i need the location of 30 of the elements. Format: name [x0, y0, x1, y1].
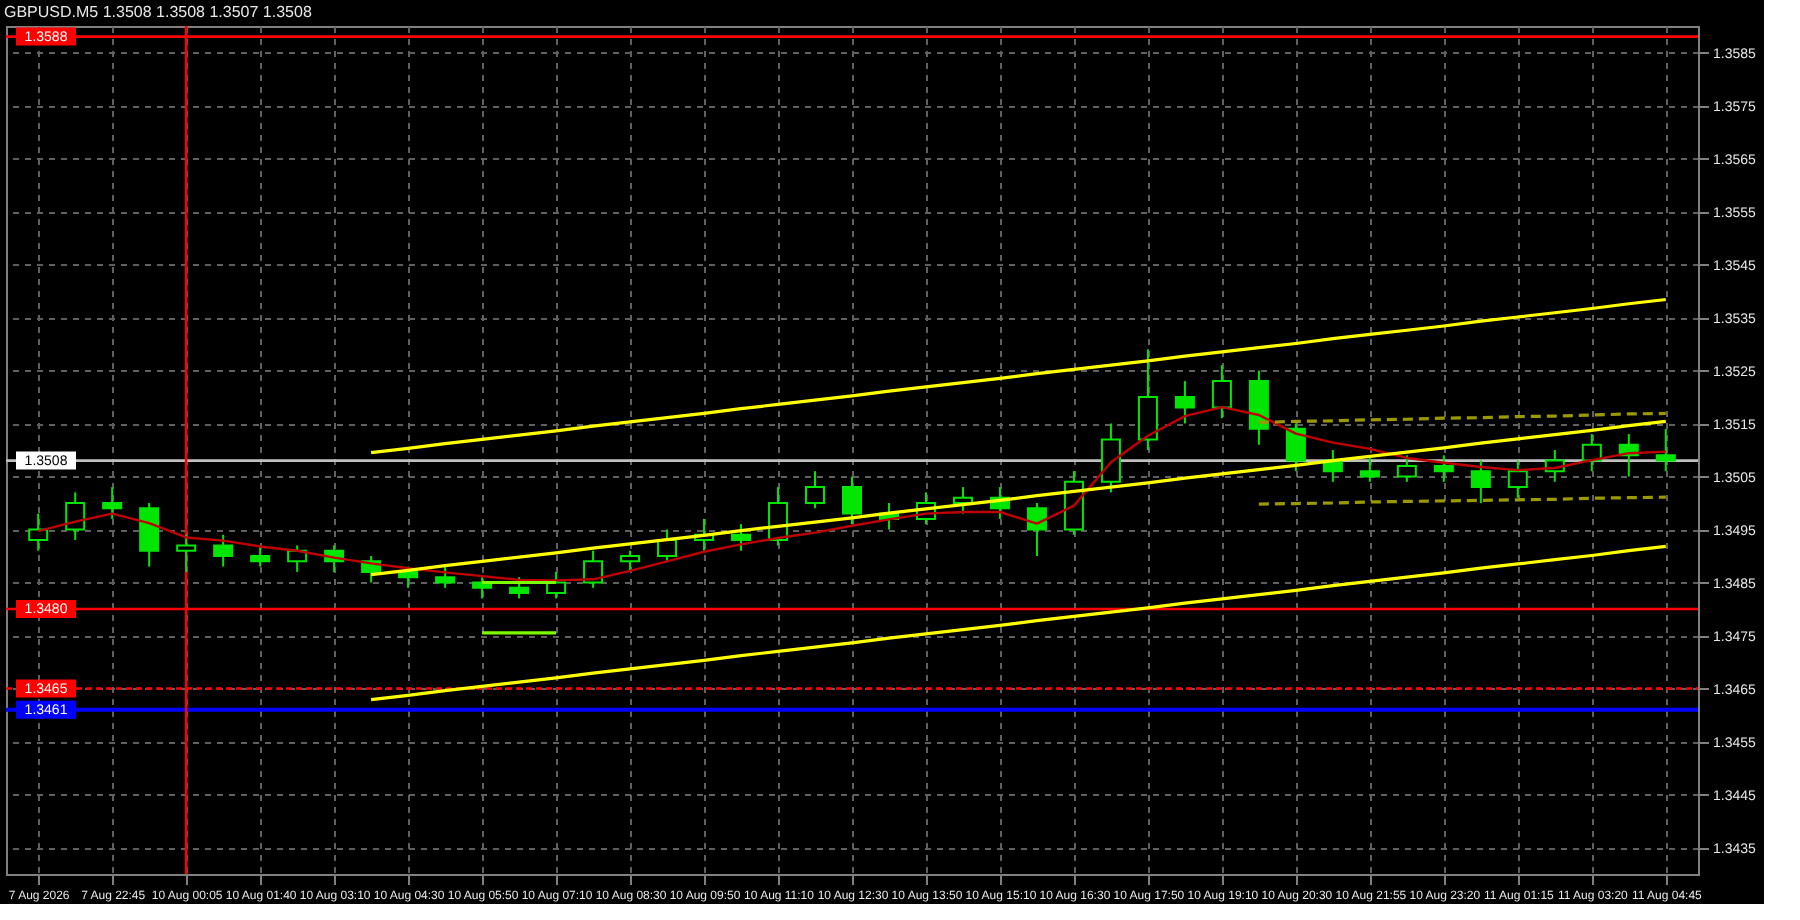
candlestick [1211, 364, 1232, 420]
candlestick [1100, 422, 1121, 494]
candlestick [28, 512, 49, 552]
candlestick [1248, 369, 1269, 446]
candlestick [1026, 502, 1047, 557]
candlestick [805, 470, 826, 510]
chart-title: GBPUSD.M5 1.3508 1.3508 1.3507 1.3508 [4, 2, 313, 21]
candlestick [1470, 459, 1491, 504]
candlestick [1174, 380, 1195, 425]
candlestick [1359, 454, 1380, 483]
candlestick [731, 523, 752, 552]
candlestick [139, 502, 160, 568]
candlestick [620, 549, 641, 573]
line-series [369, 544, 1668, 702]
candlestick [250, 544, 271, 568]
candlestick [1433, 454, 1454, 483]
candlestick [1655, 427, 1676, 473]
candlestick [1137, 348, 1158, 451]
line-series [369, 297, 1668, 455]
candlestick [176, 533, 197, 573]
candlestick [213, 533, 234, 568]
candlestick [509, 576, 530, 600]
candlestick [65, 491, 86, 542]
candlestick [1507, 459, 1528, 499]
candlestick [1396, 454, 1417, 483]
candlestick [102, 486, 123, 520]
candlestick [657, 528, 678, 563]
candlestick [1285, 422, 1306, 473]
candlestick [842, 475, 862, 526]
candlestick [435, 565, 456, 589]
